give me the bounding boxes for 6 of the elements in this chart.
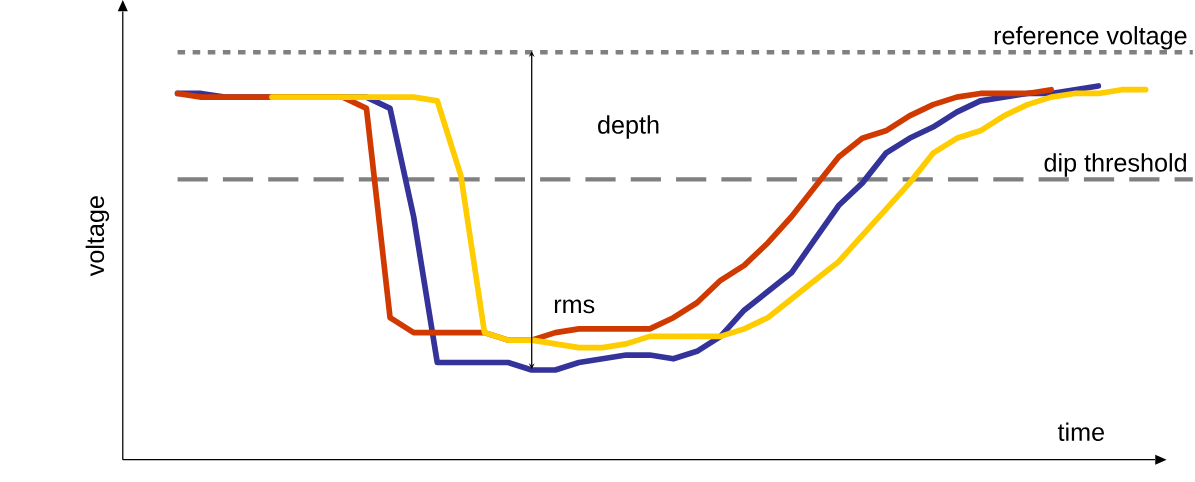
y-axis-title: voltage — [85, 196, 110, 277]
annotation: rms — [554, 299, 595, 314]
x-axis-title: time — [1057, 422, 1104, 441]
annotation: depth — [598, 115, 659, 139]
ref-line-label: dip threshold — [1044, 153, 1186, 177]
ref-line-label: reference voltage — [994, 26, 1187, 50]
